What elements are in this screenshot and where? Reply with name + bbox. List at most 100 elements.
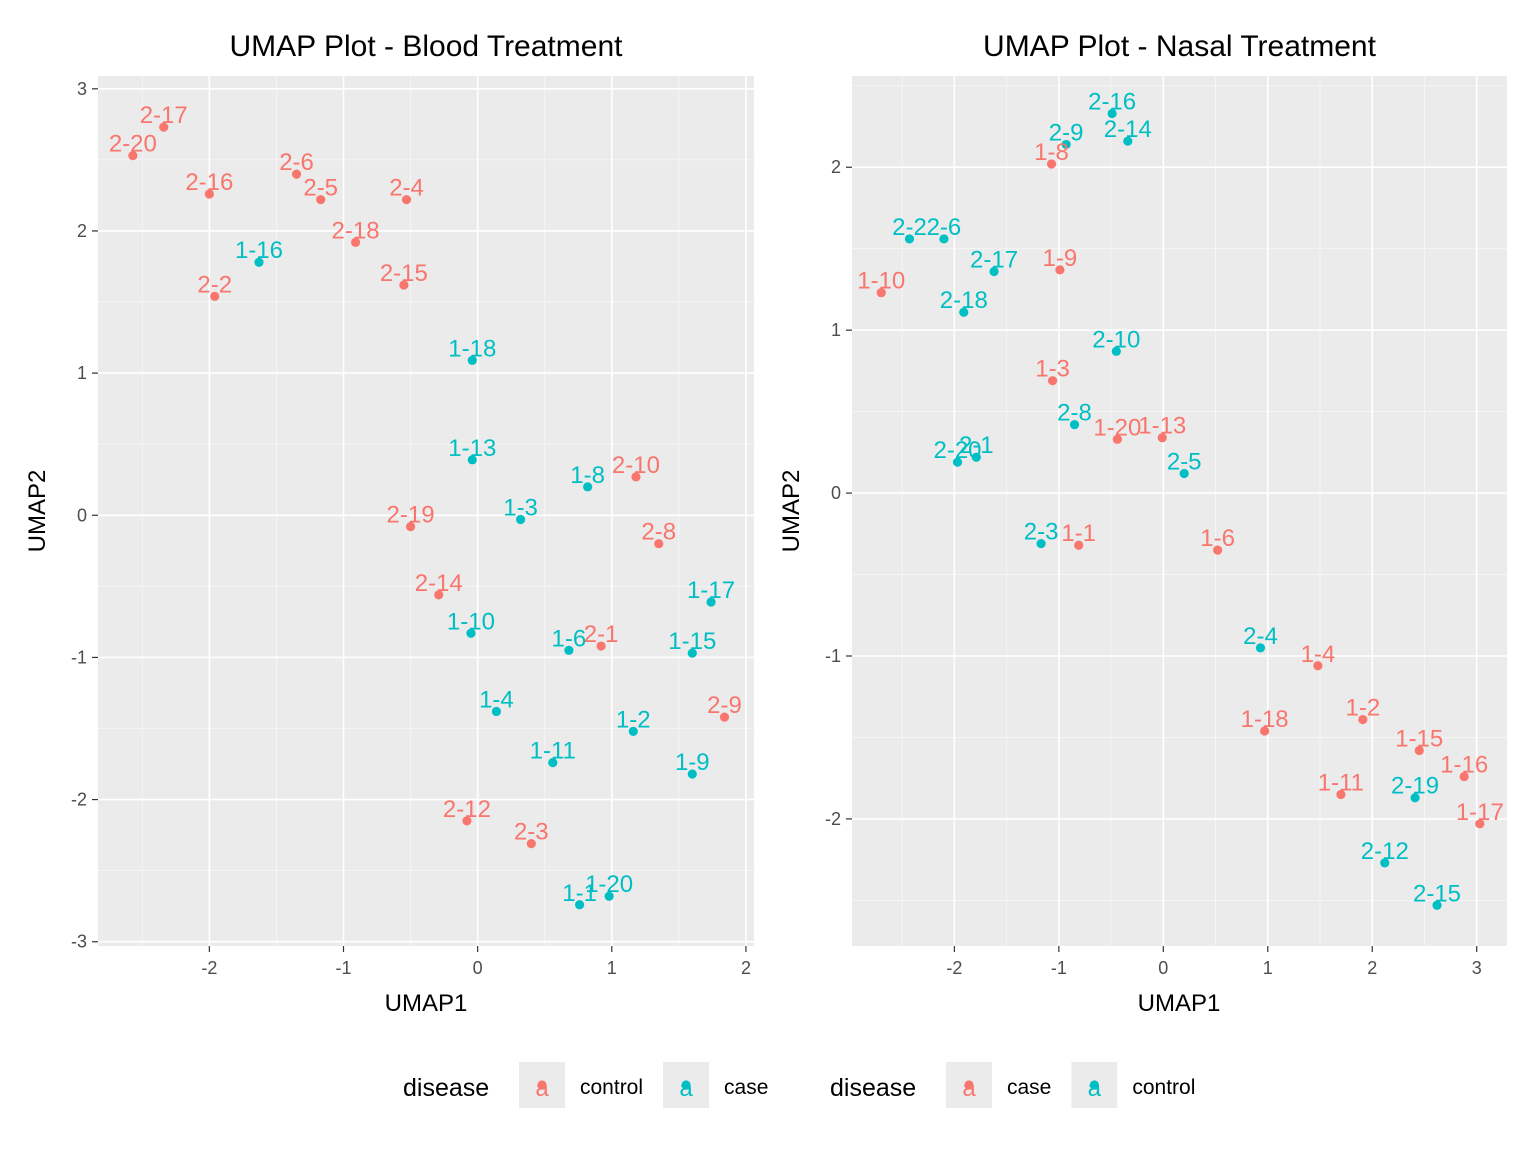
nasal-point-label-1-6: 1-6 <box>1200 525 1235 552</box>
nasal-x-tick-label: -1 <box>1051 958 1067 978</box>
blood-point-2-10 <box>631 472 641 482</box>
blood-point-label-1-3: 1-3 <box>503 495 538 522</box>
blood-x-tick-label: 0 <box>473 958 483 978</box>
blood-legend-key-point-case <box>681 1080 691 1090</box>
nasal-y-tick-label: -2 <box>825 809 841 829</box>
nasal-y-tick-label: 1 <box>831 320 841 340</box>
nasal-point-2-2 <box>904 234 915 244</box>
blood-point-2-19 <box>405 522 416 532</box>
blood-point-2-5 <box>316 195 326 205</box>
blood-point-label-2-5: 2-5 <box>303 175 338 202</box>
blood-y-tick-label: 1 <box>77 363 87 383</box>
nasal-treatment-chart: -2 -1 0 1 2 3 -2 -1 0 1 2 UMAP Plot - Nasal Treatme… <box>778 30 1507 1017</box>
nasal-point-label-2-16: 2-16 <box>1088 88 1136 115</box>
nasal-point-2-20 <box>952 457 963 467</box>
nasal-point-label-2-2: 2-2 <box>892 214 927 241</box>
blood-point-label-2-3: 2-3 <box>514 819 549 846</box>
blood-legend-label-control: control <box>580 1076 643 1099</box>
nasal-point-label-1-17: 1-17 <box>1456 799 1504 826</box>
blood-point-1-2 <box>628 726 638 736</box>
blood-y-tick-label: 0 <box>77 505 87 525</box>
nasal-treatment-legend: diseaseacaseacontrol <box>830 1062 1195 1108</box>
nasal-point-label-2-18: 2-18 <box>940 287 988 314</box>
nasal-x-tick-label: 3 <box>1472 958 1482 978</box>
nasal-point-1-18 <box>1260 726 1270 736</box>
nasal-point-2-19 <box>1410 793 1420 803</box>
nasal-point-1-9 <box>1055 265 1065 275</box>
nasal-plot-panel <box>852 76 1507 946</box>
nasal-point-label-1-13: 1-13 <box>1138 413 1186 440</box>
blood-point-label-1-8: 1-8 <box>570 462 605 489</box>
nasal-point-label-1-18: 1-18 <box>1241 706 1289 733</box>
blood-point-2-2 <box>210 291 220 301</box>
nasal-x-tick-label: -2 <box>946 958 962 978</box>
blood-point-label-1-9: 1-9 <box>675 749 710 776</box>
nasal-point-2-1 <box>971 452 981 462</box>
blood-point-2-3 <box>526 839 536 849</box>
blood-point-label-2-4: 2-4 <box>389 175 424 202</box>
blood-point-1-16 <box>254 257 264 267</box>
blood-point-label-1-10: 1-10 <box>447 608 495 635</box>
nasal-point-label-1-8: 1-8 <box>1034 139 1069 166</box>
blood-point-2-20 <box>128 151 138 161</box>
nasal-point-2-9 <box>1061 139 1071 150</box>
blood-point-label-1-1: 1-1 <box>562 880 597 907</box>
blood-point-label-2-16: 2-16 <box>185 169 233 196</box>
blood-y-tick-label: -1 <box>71 647 87 667</box>
blood-point-2-9 <box>719 712 730 722</box>
nasal-legend-key-point-control <box>1089 1080 1099 1090</box>
blood-point-1-8 <box>583 482 593 492</box>
blood-x-axis-title: UMAP1 <box>385 990 468 1017</box>
nasal-x-tick-label: 0 <box>1158 958 1168 978</box>
blood-point-label-2-2: 2-2 <box>197 271 232 298</box>
nasal-point-2-4 <box>1255 643 1266 653</box>
blood-point-1-17 <box>706 597 716 607</box>
blood-y-tick-label: -2 <box>71 790 87 810</box>
nasal-point-1-13 <box>1157 433 1167 443</box>
blood-point-2-18 <box>350 237 361 247</box>
blood-point-label-2-18: 2-18 <box>332 217 380 244</box>
nasal-legend-key-point-case <box>964 1080 974 1090</box>
blood-point-label-2-14: 2-14 <box>415 570 463 597</box>
nasal-point-2-16 <box>1107 108 1117 119</box>
blood-point-label-2-6: 2-6 <box>279 149 314 176</box>
nasal-point-label-1-15: 1-15 <box>1395 725 1443 752</box>
blood-point-label-2-8: 2-8 <box>641 519 676 546</box>
nasal-point-label-2-5: 2-5 <box>1167 449 1202 476</box>
blood-point-1-13 <box>467 455 477 465</box>
blood-point-1-20 <box>604 891 614 901</box>
nasal-point-2-5 <box>1179 468 1189 479</box>
nasal-point-2-8 <box>1069 420 1080 430</box>
nasal-point-1-6 <box>1213 545 1223 555</box>
blood-point-1-6 <box>564 645 574 655</box>
nasal-point-1-11 <box>1336 789 1346 800</box>
nasal-point-label-1-2: 1-2 <box>1345 695 1380 722</box>
blood-point-2-1 <box>596 641 606 651</box>
blood-y-tick-label: -3 <box>71 932 87 952</box>
blood-legend-key-point-control <box>537 1080 547 1090</box>
blood-point-label-1-20: 1-20 <box>585 871 633 898</box>
blood-point-label-2-1: 2-1 <box>584 621 619 648</box>
blood-point-1-15 <box>687 648 697 658</box>
blood-x-tick-label: 2 <box>741 958 751 978</box>
nasal-point-1-4 <box>1313 661 1323 671</box>
blood-point-label-1-16: 1-16 <box>235 237 283 264</box>
blood-x-tick-label: -1 <box>335 958 351 978</box>
nasal-point-1-16 <box>1459 771 1469 782</box>
blood-point-label-1-17: 1-17 <box>687 577 735 604</box>
nasal-point-2-12 <box>1380 858 1390 868</box>
blood-point-2-6 <box>291 169 302 179</box>
blood-point-1-1 <box>575 900 585 910</box>
nasal-point-label-2-4: 2-4 <box>1243 623 1278 650</box>
nasal-point-2-14 <box>1123 136 1133 146</box>
nasal-point-label-2-1: 2-1 <box>959 432 994 459</box>
nasal-point-label-1-3: 1-3 <box>1035 356 1070 383</box>
nasal-point-1-17 <box>1475 819 1485 829</box>
blood-y-tick-label: 3 <box>77 79 87 99</box>
nasal-point-label-2-15: 2-15 <box>1413 880 1461 907</box>
nasal-point-label-2-3: 2-3 <box>1024 519 1059 546</box>
nasal-point-label-2-6: 2-6 <box>927 214 962 241</box>
